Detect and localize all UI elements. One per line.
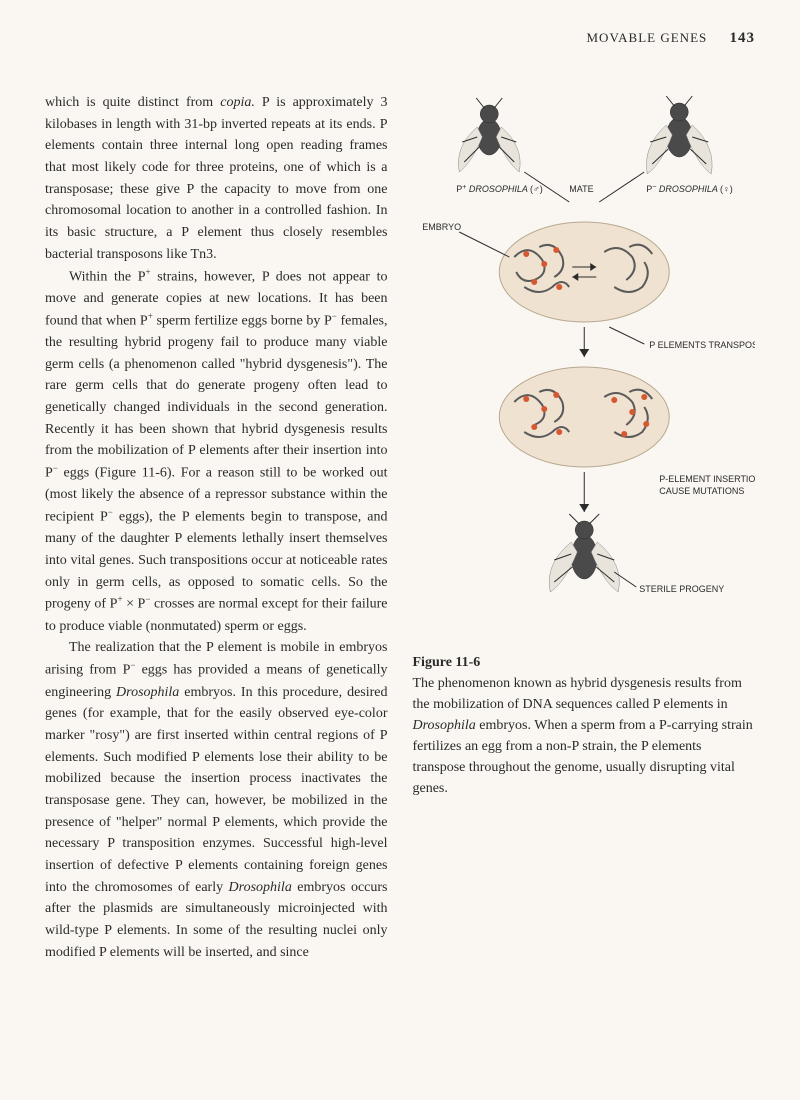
embryo-label: EMBRYO: [422, 222, 461, 232]
paragraph-1: which is quite distinct from copia. P is…: [45, 92, 388, 266]
right-column: P+ DROSOPHILA (♂) P− DROSOPHILA (♀) MATE: [413, 92, 756, 963]
embryo-1-icon: [499, 222, 669, 322]
male-fly-label: P+ DROSOPHILA (♂): [456, 184, 543, 194]
insertions-label-2: CAUSE MUTATIONS: [659, 486, 744, 496]
paragraph-2: Within the P+ strains, however, P does n…: [45, 266, 388, 638]
figure-caption: Figure 11-6 The phenomenon known as hybr…: [413, 652, 756, 799]
chapter-title: MOVABLE GENES: [587, 30, 708, 45]
page-number: 143: [730, 30, 756, 46]
mate-label: MATE: [569, 184, 593, 194]
sterile-fly-icon: [549, 514, 619, 592]
page-content: MOVABLE GENES 143 which is quite distinc…: [0, 0, 800, 1003]
insertions-label-1: P-ELEMENT INSERTIONS: [659, 474, 755, 484]
figure-11-6: P+ DROSOPHILA (♂) P− DROSOPHILA (♀) MATE: [413, 92, 756, 632]
female-fly-label: P− DROSOPHILA (♀): [646, 184, 733, 194]
male-fly-icon: [458, 98, 520, 172]
transpose-label: P ELEMENTS TRANSPOSE: [649, 340, 755, 350]
female-fly-icon: [646, 96, 712, 174]
embryo-2-icon: [499, 367, 669, 467]
two-column-layout: which is quite distinct from copia. P is…: [45, 92, 755, 963]
page-header: MOVABLE GENES 143: [45, 30, 755, 47]
body-text: which is quite distinct from copia. P is…: [45, 92, 388, 963]
left-column: which is quite distinct from copia. P is…: [45, 92, 388, 963]
sterile-label: STERILE PROGENY: [639, 584, 724, 594]
paragraph-3: The realization that the P element is mo…: [45, 637, 388, 963]
figure-title: Figure 11-6: [413, 655, 481, 670]
figure-diagram: P+ DROSOPHILA (♂) P− DROSOPHILA (♀) MATE: [413, 92, 756, 632]
